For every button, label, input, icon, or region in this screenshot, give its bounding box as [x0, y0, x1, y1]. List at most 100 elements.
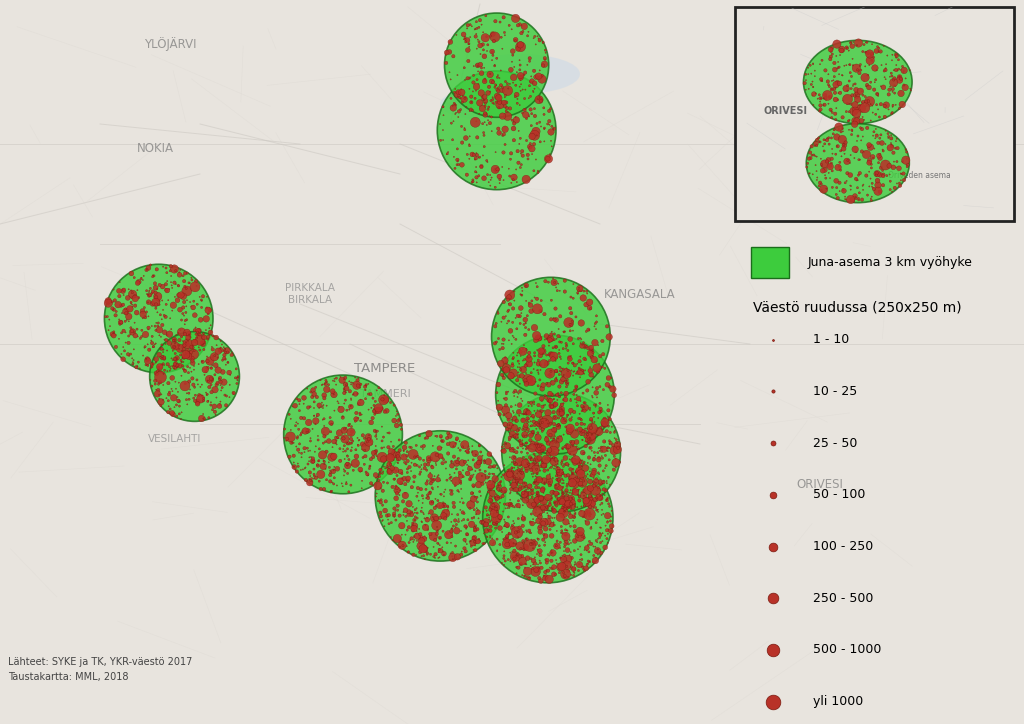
Point	[336, 382, 352, 394]
Point	[303, 473, 319, 484]
Point	[560, 494, 577, 506]
Point	[143, 337, 160, 349]
Point	[168, 265, 184, 277]
Point	[585, 479, 601, 490]
Point	[572, 478, 589, 489]
Point	[565, 292, 582, 304]
Point	[325, 476, 341, 488]
Point	[488, 459, 505, 471]
Point	[589, 492, 605, 504]
Point	[836, 139, 852, 151]
Point	[838, 137, 854, 148]
Point	[570, 282, 587, 294]
Point	[564, 316, 581, 327]
Point	[216, 345, 232, 357]
Point	[578, 354, 594, 366]
Point	[509, 468, 525, 479]
Point	[574, 368, 591, 379]
Point	[539, 349, 555, 361]
Point	[529, 432, 546, 443]
Point	[567, 526, 584, 537]
Point	[369, 433, 385, 445]
Point	[552, 332, 568, 343]
Point	[502, 479, 518, 491]
Point	[598, 460, 614, 471]
Point	[122, 329, 138, 340]
Point	[165, 408, 181, 420]
Point	[503, 484, 519, 495]
Point	[572, 395, 589, 407]
Point	[527, 517, 544, 529]
Point	[833, 126, 849, 138]
Point	[827, 114, 844, 125]
Point	[415, 493, 431, 505]
Point	[500, 386, 516, 397]
Point	[417, 553, 433, 565]
Point	[512, 434, 528, 446]
Point	[882, 169, 898, 180]
Point	[863, 48, 880, 59]
Point	[584, 429, 600, 440]
Point	[196, 337, 212, 348]
Point	[522, 516, 539, 528]
Point	[218, 390, 234, 402]
Point	[552, 391, 568, 403]
Point	[542, 368, 558, 379]
Point	[358, 379, 375, 390]
Point	[203, 373, 219, 384]
Point	[336, 470, 352, 481]
Point	[540, 118, 556, 130]
Point	[563, 563, 580, 575]
Text: yli 1000: yli 1000	[813, 695, 863, 708]
Point	[516, 93, 532, 104]
Point	[851, 67, 867, 79]
Point	[501, 527, 517, 539]
Point	[891, 75, 907, 86]
Point	[881, 160, 897, 172]
Point	[552, 482, 568, 494]
Point	[170, 327, 186, 339]
Point	[419, 478, 435, 489]
Point	[454, 159, 470, 171]
Point	[373, 464, 389, 476]
Point	[485, 468, 502, 480]
Point	[341, 486, 357, 497]
Point	[551, 493, 567, 505]
Point	[585, 347, 601, 358]
Point	[816, 134, 833, 146]
Point	[176, 343, 193, 355]
Point	[525, 396, 542, 408]
Point	[148, 264, 165, 275]
Point	[416, 534, 432, 545]
Point	[513, 558, 529, 570]
Point	[519, 424, 536, 435]
Point	[191, 334, 208, 346]
Point	[158, 334, 174, 346]
Point	[179, 350, 196, 361]
Point	[544, 437, 560, 448]
Point	[529, 405, 546, 416]
Point	[564, 437, 581, 448]
Point	[536, 340, 552, 352]
Point	[476, 75, 493, 87]
Point	[586, 354, 602, 366]
Point	[575, 458, 592, 470]
Point	[569, 531, 586, 542]
Point	[419, 489, 435, 501]
Point	[445, 115, 462, 127]
Point	[290, 418, 306, 429]
Point	[191, 291, 208, 303]
Point	[454, 87, 470, 98]
Point	[143, 320, 160, 332]
Point	[583, 413, 599, 425]
Point	[882, 71, 898, 83]
Point	[495, 130, 511, 141]
Point	[562, 521, 579, 532]
Point	[544, 452, 560, 464]
Point	[588, 387, 604, 399]
Point	[582, 494, 598, 506]
Point	[517, 109, 534, 121]
Point	[369, 488, 385, 500]
Point	[331, 397, 347, 409]
Point	[490, 479, 507, 491]
